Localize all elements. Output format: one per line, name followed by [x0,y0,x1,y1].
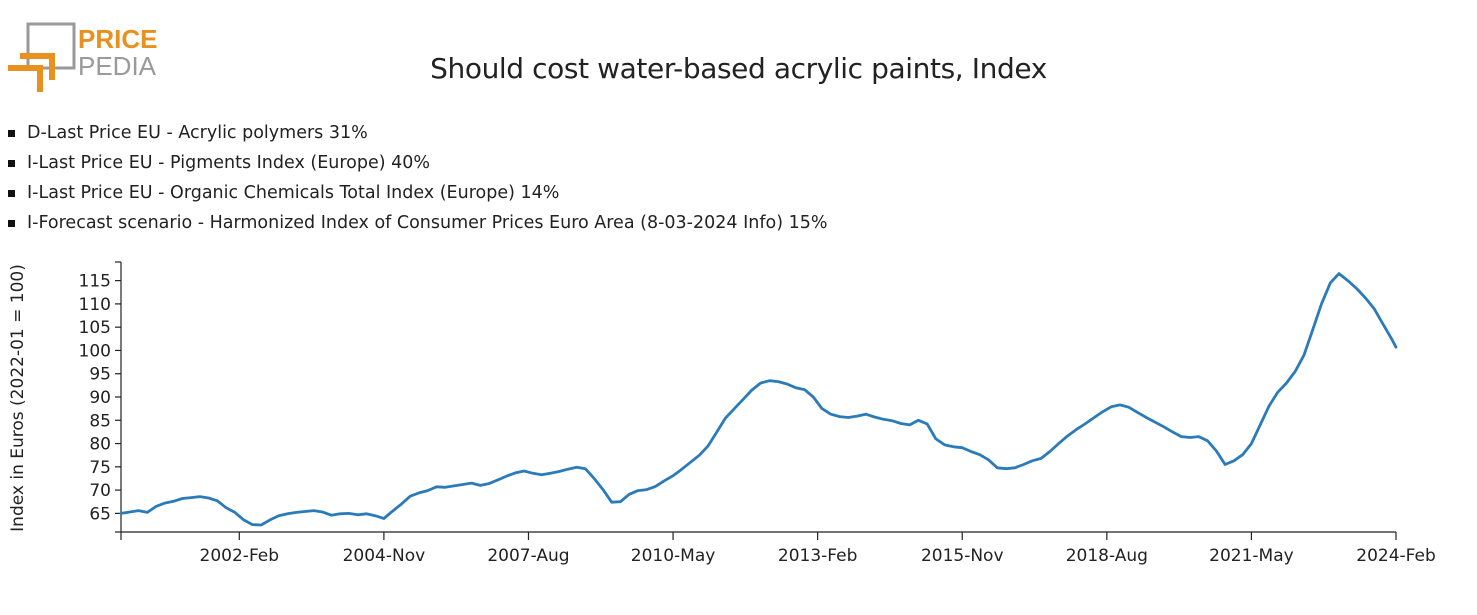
series-line [119,272,1398,527]
logo-price-text: PRICE [78,24,157,54]
y-tick-label: 115 [79,272,111,292]
x-tick-label: 2015-Nov [921,546,1004,566]
series-layer [119,272,1398,527]
x-tick-label: 2010-May [631,546,716,566]
y-tick-label: 90 [89,388,111,408]
y-tick-label: 110 [79,295,111,315]
logo-bracket-outer [8,65,43,92]
legend-item[interactable]: I-Forecast scenario - Harmonized Index o… [8,208,827,238]
x-axis: 2002-Feb 2004-Nov 2007-Aug 2010-May 2013-Feb… [120,531,1436,566]
y-tick-label: 105 [79,318,111,338]
x-tick-label: 2018-Aug [1066,546,1148,566]
x-tick-label: 2013-Feb [778,546,858,566]
legend-item[interactable]: I-Last Price EU - Organic Chemicals Tota… [8,178,827,208]
y-tick-label: 100 [79,341,111,361]
y-tick-label: 65 [89,504,111,524]
y-tick-label: 95 [89,365,111,385]
legend-label: I-Last Price EU - Pigments Index (Europe… [27,153,431,173]
legend-label: D-Last Price EU - Acrylic polymers 31% [27,123,368,143]
x-tick-label: 2004-Nov [343,546,426,566]
legend-marker [8,219,15,227]
legend-marker [8,129,15,137]
y-tick-label: 85 [89,411,111,431]
legend-label: I-Forecast scenario - Harmonized Index o… [27,213,828,233]
legend-label: I-Last Price EU - Organic Chemicals Tota… [27,183,560,203]
y-tick-label: 70 [89,481,111,501]
legend-marker [8,189,15,197]
y-tick-label: 75 [89,458,111,478]
legend-item[interactable]: I-Last Price EU - Pigments Index (Europe… [8,148,827,178]
x-tick-label: 2021-May [1209,546,1294,566]
x-tick-label: 2007-Aug [487,546,569,566]
chart-title: Should cost water-based acrylic paints, … [430,52,1047,85]
legend: D-Last Price EU - Acrylic polymers 31% I… [8,118,827,238]
y-axis-title: Index in Euros (2022-01 = 100) [8,264,28,532]
legend-marker [8,159,15,167]
x-tick-label: 2002-Feb [200,546,280,566]
legend-item[interactable]: D-Last Price EU - Acrylic polymers 31% [8,118,827,148]
y-tick-label: 80 [89,435,111,455]
logo-bracket-inner [20,53,55,80]
y-axis: 65 70 75 80 85 90 95 100 105 110 115 [79,261,122,533]
x-tick-label: 2024-Feb [1356,546,1436,566]
logo-pedia-text: PEDIA [78,51,157,81]
pricepedia-logo: PRICE PEDIA [8,22,157,92]
